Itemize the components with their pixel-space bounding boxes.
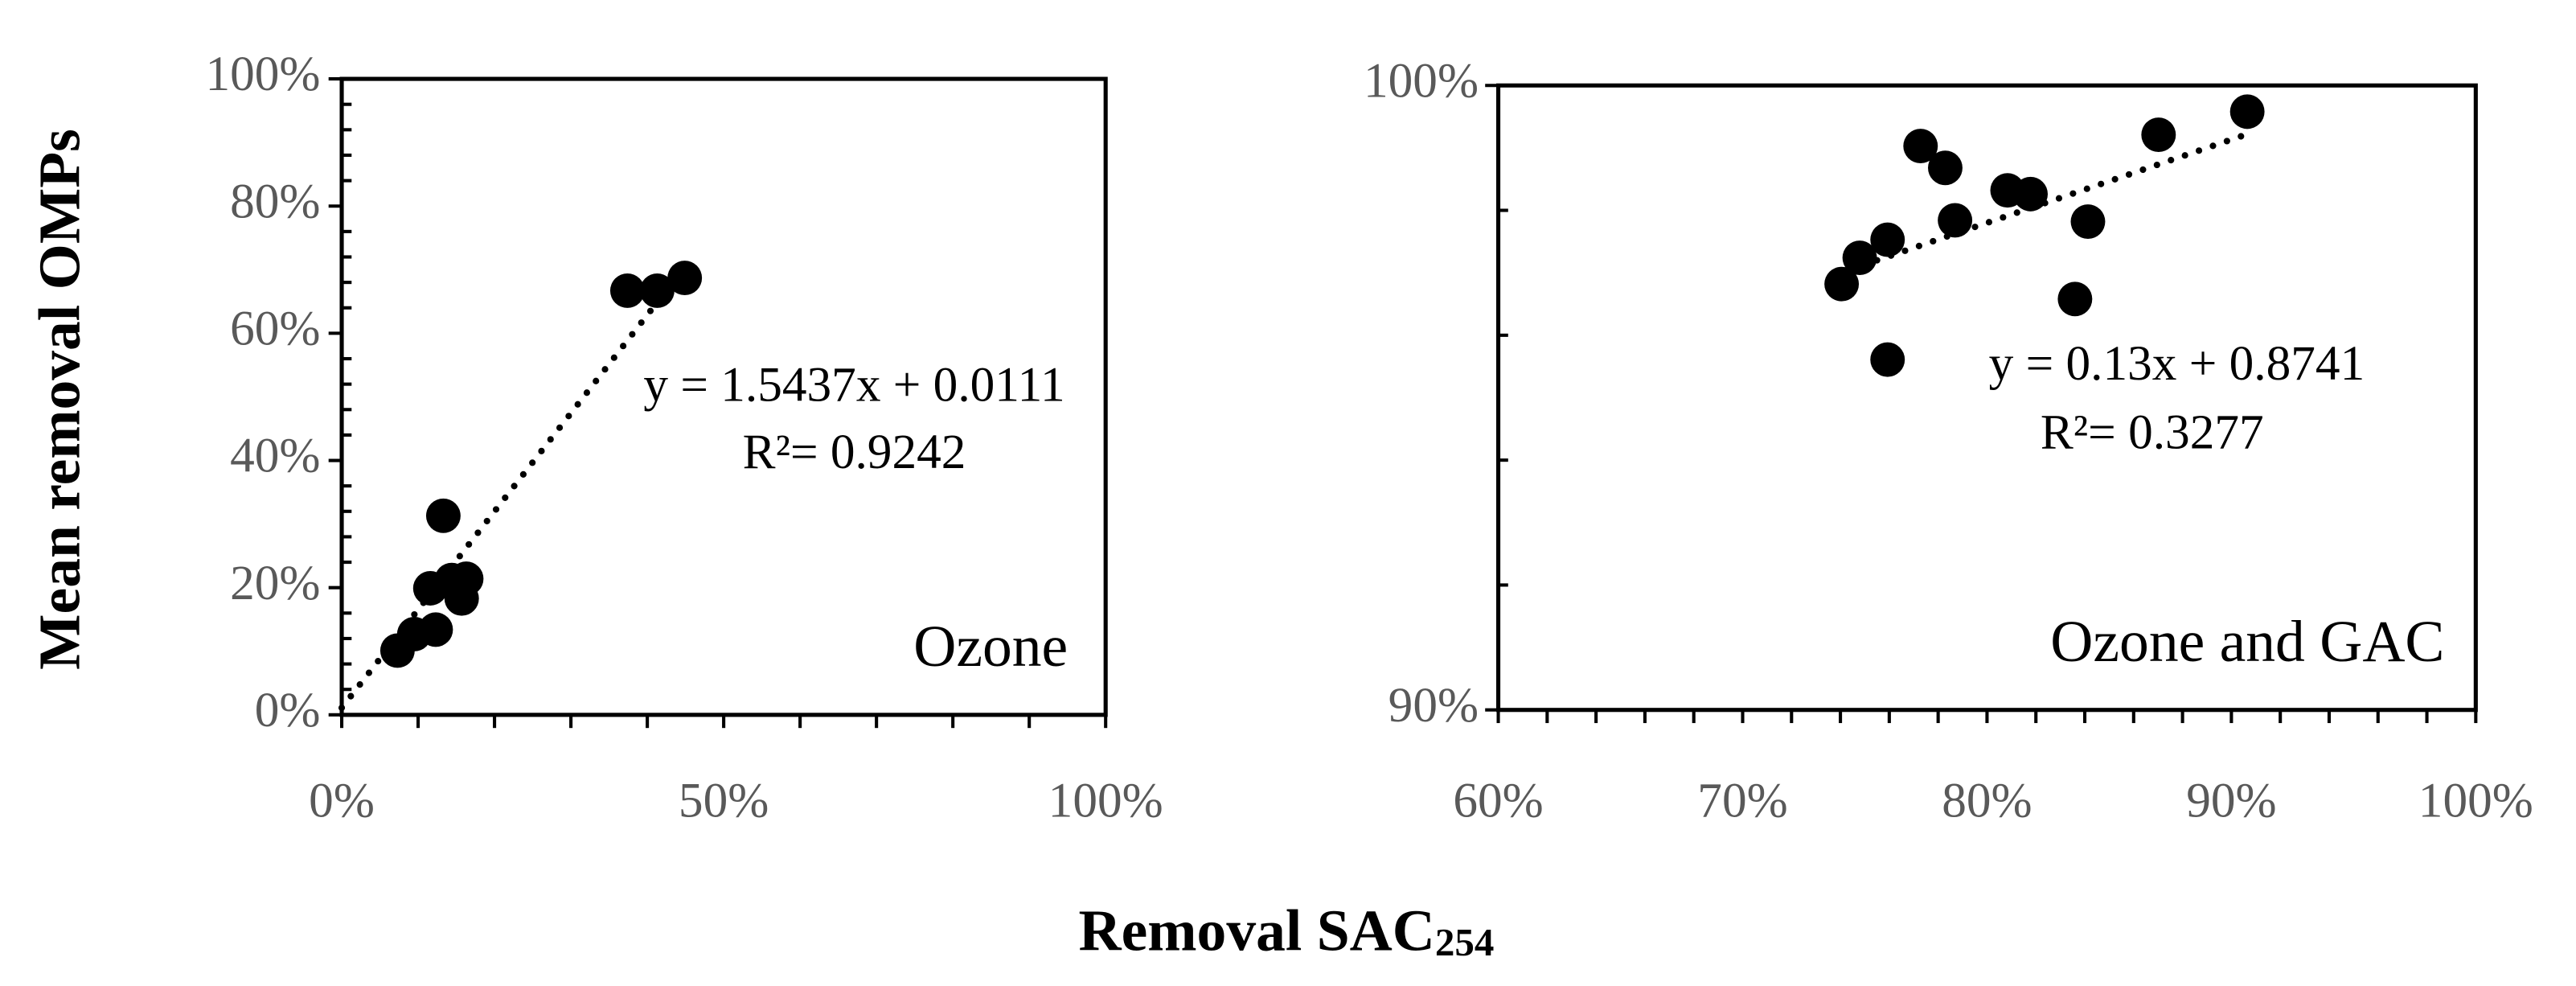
data-point xyxy=(1870,222,1905,257)
r-squared: R²= 0.3277 xyxy=(2041,405,2264,460)
y-tick-label: 100% xyxy=(1364,53,1479,108)
trendline xyxy=(1873,132,2247,264)
y-axis-label: Mean removal OMPs xyxy=(27,129,92,670)
data-point xyxy=(1928,150,1963,186)
y-tick-label: 20% xyxy=(230,556,320,610)
data-point xyxy=(425,498,461,533)
y-tick-label: 40% xyxy=(230,429,320,483)
trend-equation: y = 1.5437x + 0.0111 xyxy=(643,357,1064,412)
x-axis-label-subscript: 254 xyxy=(1435,920,1495,964)
x-tick-label: 0% xyxy=(309,773,375,828)
y-tick-label: 0% xyxy=(255,683,321,737)
data-point xyxy=(609,273,645,308)
trend-equation: y = 0.13x + 0.8741 xyxy=(1989,336,2365,391)
x-axis-label: Removal SAC254 xyxy=(1079,898,1495,965)
x-tick-label: 70% xyxy=(1697,773,1787,828)
panel-label: Ozone xyxy=(913,613,1068,679)
data-point xyxy=(1938,203,1973,238)
data-point xyxy=(2057,281,2093,317)
data-point xyxy=(1870,342,1905,377)
data-point xyxy=(2013,176,2048,212)
y-tick-label: 100% xyxy=(205,47,320,101)
data-point xyxy=(1903,129,1938,164)
panel-label: Ozone and GAC xyxy=(2050,608,2444,674)
x-tick-label: 90% xyxy=(2186,773,2276,828)
trendline xyxy=(338,262,689,712)
data-point xyxy=(2229,94,2265,129)
r-squared: R²= 0.9242 xyxy=(743,425,966,479)
x-tick-label: 60% xyxy=(1453,773,1543,828)
y-tick-label: 60% xyxy=(230,301,320,355)
data-point xyxy=(1842,240,1877,276)
data-point xyxy=(444,581,479,616)
data-point xyxy=(1824,266,1860,302)
y-tick-label: 80% xyxy=(230,174,320,228)
data-point xyxy=(2070,204,2106,239)
data-point xyxy=(667,261,703,296)
data-point xyxy=(639,273,675,308)
x-tick-label: 100% xyxy=(1048,773,1163,828)
y-tick-label: 90% xyxy=(1388,678,1479,733)
data-point xyxy=(2141,117,2176,153)
x-tick-label: 80% xyxy=(1942,773,2032,828)
x-axis-label-main: Removal SAC xyxy=(1079,898,1435,963)
x-tick-label: 50% xyxy=(679,773,769,828)
x-tick-label: 100% xyxy=(2418,773,2533,828)
data-point xyxy=(418,612,453,647)
